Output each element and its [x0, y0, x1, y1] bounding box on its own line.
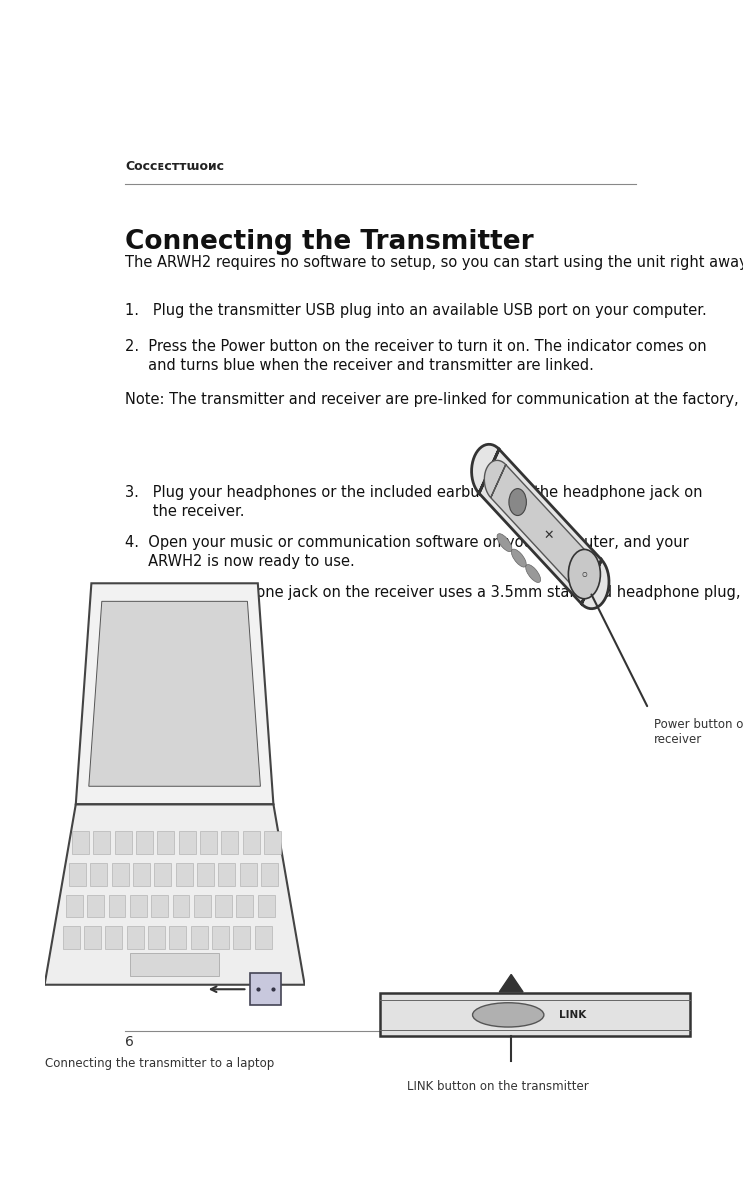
Polygon shape — [200, 831, 217, 853]
Polygon shape — [72, 831, 89, 853]
Ellipse shape — [511, 550, 526, 567]
Ellipse shape — [497, 534, 512, 552]
Polygon shape — [175, 863, 192, 886]
Polygon shape — [261, 863, 278, 886]
Text: 2.  Press the Power button on the receiver to turn it on. The indicator comes on: 2. Press the Power button on the receive… — [126, 338, 707, 373]
Polygon shape — [62, 926, 80, 948]
Polygon shape — [87, 895, 104, 918]
Polygon shape — [91, 863, 107, 886]
Polygon shape — [66, 895, 82, 918]
Polygon shape — [172, 895, 189, 918]
Polygon shape — [127, 926, 143, 948]
Polygon shape — [221, 831, 239, 853]
Text: 3.   Plug your headphones or the included earbuds into the headphone jack on
   : 3. Plug your headphones or the included … — [126, 485, 703, 519]
Polygon shape — [250, 973, 281, 1005]
Polygon shape — [255, 926, 272, 948]
Polygon shape — [158, 831, 175, 853]
Polygon shape — [484, 461, 596, 592]
Text: 1.   Plug the transmitter USB plug into an available USB port on your computer.: 1. Plug the transmitter USB plug into an… — [126, 303, 707, 318]
Text: Connecting the Transmitter: Connecting the Transmitter — [126, 229, 534, 255]
Polygon shape — [191, 926, 207, 948]
Polygon shape — [89, 602, 261, 786]
Polygon shape — [148, 926, 165, 948]
Text: LINK button on the transmitter: LINK button on the transmitter — [407, 1080, 589, 1092]
Polygon shape — [155, 863, 171, 886]
Polygon shape — [111, 863, 129, 886]
Text: 4.  Open your music or communication software on your computer, and your
     AR: 4. Open your music or communication soft… — [126, 535, 690, 570]
Polygon shape — [133, 863, 150, 886]
Polygon shape — [179, 831, 195, 853]
Text: Note: The headphone jack on the receiver uses a 3.5mm standard headphone plug, s: Note: The headphone jack on the receiver… — [126, 585, 743, 601]
Text: The ARWH2 requires no software to setup, so you can start using the unit right a: The ARWH2 requires no software to setup,… — [126, 255, 743, 269]
Polygon shape — [169, 926, 186, 948]
Polygon shape — [243, 831, 259, 853]
Polygon shape — [152, 895, 168, 918]
Polygon shape — [94, 831, 111, 853]
Polygon shape — [218, 863, 236, 886]
Ellipse shape — [473, 1003, 544, 1027]
Polygon shape — [197, 863, 214, 886]
Text: Cᴏᴄᴄᴇᴄᴛᴛɯᴏᴎᴄ: Cᴏᴄᴄᴇᴄᴛᴛɯᴏᴎᴄ — [126, 160, 224, 173]
Polygon shape — [258, 895, 275, 918]
Polygon shape — [76, 583, 273, 805]
Polygon shape — [108, 895, 126, 918]
Polygon shape — [194, 895, 211, 918]
Polygon shape — [84, 926, 101, 948]
Text: ᴑ: ᴑ — [582, 570, 587, 578]
Text: Power button on the
receiver: Power button on the receiver — [655, 718, 743, 745]
Polygon shape — [233, 926, 250, 948]
Polygon shape — [215, 895, 232, 918]
Text: Connecting the transmitter to a laptop: Connecting the transmitter to a laptop — [45, 1056, 274, 1069]
Polygon shape — [131, 953, 219, 976]
Ellipse shape — [526, 565, 541, 583]
Polygon shape — [380, 994, 690, 1036]
Polygon shape — [136, 831, 153, 853]
Text: ✕: ✕ — [543, 529, 554, 542]
Text: LINK: LINK — [559, 1010, 586, 1020]
Polygon shape — [499, 975, 523, 992]
Text: Note: The transmitter and receiver are pre-linked for communication at the facto: Note: The transmitter and receiver are p… — [126, 392, 743, 407]
Text: 6: 6 — [126, 1035, 134, 1049]
Polygon shape — [45, 805, 305, 985]
Polygon shape — [130, 895, 147, 918]
Polygon shape — [106, 926, 123, 948]
Polygon shape — [264, 831, 281, 853]
Circle shape — [509, 489, 526, 515]
Polygon shape — [472, 444, 609, 609]
Polygon shape — [212, 926, 229, 948]
Polygon shape — [115, 831, 132, 853]
Circle shape — [568, 550, 600, 598]
Polygon shape — [236, 895, 253, 918]
Polygon shape — [69, 863, 86, 886]
Polygon shape — [239, 863, 256, 886]
